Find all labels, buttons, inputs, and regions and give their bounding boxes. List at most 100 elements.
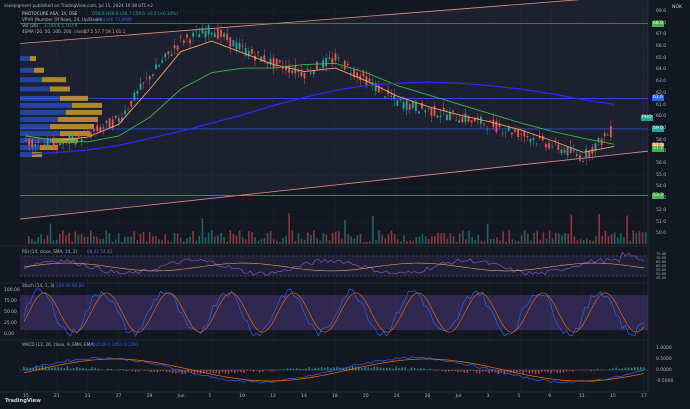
volume-label[interactable]: Vol (20) xyxy=(22,23,39,28)
symbol-title[interactable]: PHOTOCURE ASA, 1h, OSE xyxy=(22,11,78,16)
volume-bar xyxy=(387,234,390,244)
volume-bar xyxy=(127,236,129,244)
candle-body xyxy=(489,120,492,121)
candle-body xyxy=(585,149,588,159)
candle-body xyxy=(566,146,569,156)
ema-label[interactable]: 4EMA (20, 50, 100, 200, close) xyxy=(22,29,87,34)
macd-histogram-bar xyxy=(227,370,230,374)
volume-bar xyxy=(465,239,467,244)
volume-bar xyxy=(99,239,101,244)
candle-body xyxy=(569,146,572,153)
candle-body xyxy=(285,65,287,71)
volume-bar xyxy=(378,230,380,244)
candle-body xyxy=(244,47,247,56)
volume-bar xyxy=(403,235,405,244)
volume-bar xyxy=(241,237,244,244)
candle-body xyxy=(399,99,402,101)
macd-histogram-bar xyxy=(537,370,540,374)
volume-bar xyxy=(396,239,399,244)
volume-bar xyxy=(372,215,374,244)
macd-label[interactable]: MACD (12, 26, close, 9, EMA, EMA) xyxy=(22,342,95,347)
stoch-values: 100.00 94.84 xyxy=(56,283,84,288)
candle-body xyxy=(297,70,300,72)
volume-bar xyxy=(468,231,470,244)
vpvr-label[interactable]: VPVR (Number Of Rows, 24, Up/Down) xyxy=(22,17,103,22)
volume-bar xyxy=(576,240,579,244)
vpvr-bar-up xyxy=(20,56,30,62)
ema-200-line xyxy=(25,81,615,156)
volume-bar xyxy=(68,232,70,244)
candle-body xyxy=(507,127,510,131)
candle-body xyxy=(257,51,260,53)
volume-bar xyxy=(77,234,80,244)
volume-bar xyxy=(505,241,507,244)
volume-bar xyxy=(558,233,560,244)
candle-body xyxy=(510,132,513,135)
volume-bar xyxy=(341,239,343,244)
volume-bar xyxy=(418,236,421,244)
candle-body xyxy=(291,70,294,74)
tradingview-logo[interactable]: TradingView xyxy=(5,398,41,404)
volume-bar xyxy=(508,230,511,244)
candle-body xyxy=(179,36,182,38)
volume-bar xyxy=(635,232,638,244)
macd-histogram-bar xyxy=(513,370,515,374)
time-tick-label: 15 xyxy=(23,394,29,399)
volume-bar xyxy=(406,240,408,244)
candle-body xyxy=(504,131,507,133)
volume-bar xyxy=(623,237,625,244)
volume-bar xyxy=(248,231,250,244)
macd-histogram-bar xyxy=(420,368,422,370)
volume-bar xyxy=(217,235,219,244)
candle-body xyxy=(529,138,532,142)
volume-bar xyxy=(226,241,228,244)
candle-body xyxy=(49,140,52,143)
macd-histogram-bar xyxy=(314,367,317,370)
macd-histogram-bar xyxy=(503,370,506,374)
volume-bar xyxy=(254,236,256,244)
candle-body xyxy=(226,33,229,41)
macd-values: 0.2149 0.3453 0.1291 xyxy=(92,342,139,347)
candle-body xyxy=(207,25,210,35)
macd-histogram-bar xyxy=(165,370,168,372)
stoch-label[interactable]: Stoch (14, 1, 3) xyxy=(22,283,55,288)
volume-bar xyxy=(452,236,455,244)
price-tick-label: 63.0 xyxy=(656,79,667,85)
macd-histogram-bar xyxy=(286,368,289,370)
macd-histogram-bar xyxy=(621,368,623,370)
volume-bar xyxy=(424,236,427,244)
macd-histogram-bar xyxy=(534,370,537,374)
volume-bar xyxy=(90,230,92,244)
macd-histogram-bar xyxy=(150,370,152,372)
volume-bar xyxy=(158,239,160,244)
stoch-axis-label: 100.00 xyxy=(4,288,20,293)
candle-body xyxy=(254,55,256,61)
candle-body xyxy=(213,33,216,38)
candle-body xyxy=(396,100,399,106)
candle-body xyxy=(229,37,232,47)
candle-body xyxy=(195,30,198,32)
volume-bar xyxy=(207,232,210,244)
macd-histogram-bar xyxy=(268,370,270,371)
rsi-label[interactable]: RSI (14, close, SMA, 14, 2) xyxy=(22,249,78,254)
vpvr-bar-down xyxy=(50,123,94,129)
volume-bar xyxy=(102,238,104,244)
candle-body xyxy=(541,136,544,141)
candle-body xyxy=(111,119,114,129)
candle-body xyxy=(37,141,40,143)
candle-body xyxy=(356,72,359,78)
macd-histogram-bar xyxy=(324,367,326,370)
volume-bar xyxy=(356,235,359,244)
macd-histogram-bar xyxy=(107,368,109,370)
candle-body xyxy=(464,113,467,123)
candle-body xyxy=(325,57,328,67)
volume-bar xyxy=(285,236,287,244)
macd-histogram-bar xyxy=(444,370,447,372)
candle-body xyxy=(142,82,145,84)
macd-histogram-bar xyxy=(373,366,375,370)
vpvr-bar-up xyxy=(20,102,72,108)
volume-bar xyxy=(65,235,67,244)
candle-body xyxy=(316,61,318,70)
macd-histogram-bar xyxy=(488,370,490,374)
vpvr-values: 30.444K 73.898K xyxy=(96,17,133,22)
